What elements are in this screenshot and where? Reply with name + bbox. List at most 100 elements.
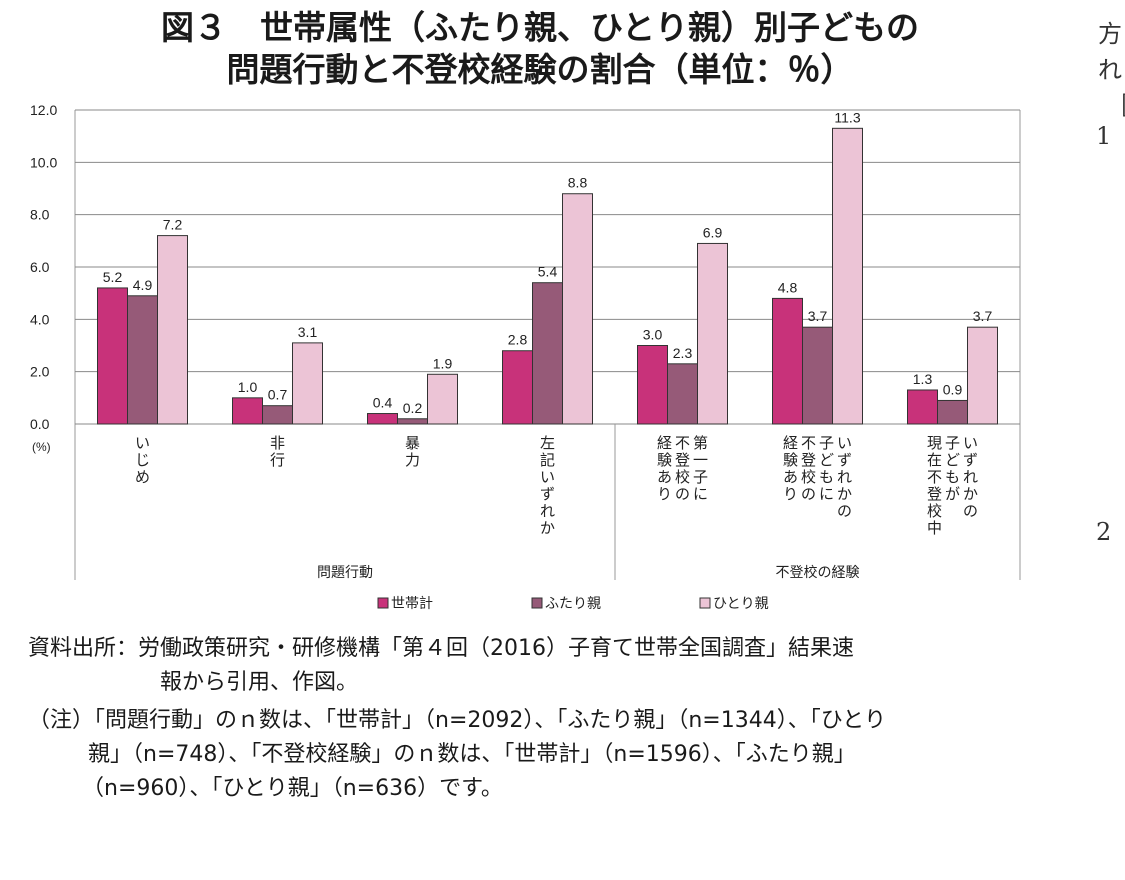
bar-世帯計 bbox=[772, 297, 803, 425]
data-label: 1.0 bbox=[238, 379, 258, 395]
category-label-char: も bbox=[945, 468, 960, 486]
margin-number-2: 2 bbox=[1096, 518, 1112, 546]
data-label: 5.4 bbox=[538, 264, 558, 280]
category-label-char: あ bbox=[657, 468, 672, 486]
category-label-char: か bbox=[540, 519, 555, 537]
category-label-char: ど bbox=[819, 451, 834, 469]
category-label-char: ず bbox=[963, 451, 978, 469]
bar-ひとり親 bbox=[157, 235, 188, 425]
bar-ふたり親 bbox=[127, 295, 158, 425]
y-axis-unit: (%) bbox=[32, 440, 51, 454]
data-label: 2.8 bbox=[508, 332, 528, 348]
data-label: 0.9 bbox=[943, 381, 963, 397]
margin-text-1: 方 bbox=[1098, 20, 1122, 48]
category-label-char: り bbox=[657, 485, 672, 503]
category-label-char: が bbox=[945, 485, 960, 503]
group-label: 不登校の経験 bbox=[776, 564, 860, 581]
category-label-char: 験 bbox=[657, 451, 672, 469]
category-label-char: 子 bbox=[693, 468, 708, 486]
category-label-char: 登 bbox=[801, 451, 816, 469]
y-tick-label: 6.0 bbox=[30, 259, 50, 275]
category-label-char: い bbox=[963, 434, 978, 452]
data-label: 1.3 bbox=[913, 371, 933, 387]
margin-text-3: ［ bbox=[1106, 86, 1125, 121]
category-label-char: れ bbox=[837, 468, 852, 486]
category-label-char: 校 bbox=[927, 502, 942, 520]
y-tick-label: 0.0 bbox=[30, 416, 50, 432]
data-label: 2.3 bbox=[673, 345, 693, 361]
data-label: 3.7 bbox=[973, 308, 993, 324]
category-label-char: 験 bbox=[783, 451, 798, 469]
category-label-char: か bbox=[837, 485, 852, 503]
category-label-char: 不 bbox=[675, 434, 690, 452]
category-label-char: の bbox=[837, 502, 852, 520]
bar-世帯計 bbox=[97, 287, 128, 425]
bar-ふたり親 bbox=[262, 405, 293, 425]
category-label-char: 校 bbox=[801, 468, 816, 486]
data-label: 0.2 bbox=[403, 400, 423, 416]
category-label-char: 不 bbox=[927, 468, 942, 486]
data-label: 3.0 bbox=[643, 327, 663, 343]
category-label-char: 行 bbox=[270, 451, 285, 469]
category-label-char: 暴 bbox=[405, 434, 420, 452]
bar-ふたり親 bbox=[937, 399, 968, 425]
data-label: 5.2 bbox=[103, 269, 123, 285]
source-line-1: 資料出所：労働政策研究・研修機構「第４回（2016）子育て世帯全国調査」結果速 bbox=[28, 636, 854, 661]
category-label-char: 校 bbox=[675, 468, 690, 486]
bar-世帯計 bbox=[907, 389, 938, 425]
bar-ひとり親 bbox=[697, 242, 728, 425]
category-label-char: め bbox=[135, 468, 150, 486]
data-label: 8.8 bbox=[568, 175, 588, 191]
category-label-char: の bbox=[963, 502, 978, 520]
bar-世帯計 bbox=[637, 345, 668, 425]
category-label-char: い bbox=[135, 434, 150, 452]
category-label-char: 登 bbox=[675, 451, 690, 469]
note-line-2: 親」（n=748）、「不登校経験」のｎ数は、「世帯計」（n=1596）、「ふたり… bbox=[88, 742, 856, 767]
category-label-char: 不 bbox=[801, 434, 816, 452]
category-label-char: 非 bbox=[270, 434, 285, 452]
category-label-char: じ bbox=[135, 451, 150, 469]
data-label: 4.9 bbox=[133, 277, 153, 293]
category-label-char: 経 bbox=[657, 434, 672, 452]
category-label-char: れ bbox=[963, 468, 978, 486]
data-label: 4.8 bbox=[778, 279, 798, 295]
data-label: 1.9 bbox=[433, 355, 453, 371]
category-label-char: 記 bbox=[540, 451, 555, 469]
category-label-char: ず bbox=[540, 485, 555, 503]
category-label-char: 現 bbox=[927, 434, 942, 452]
category-label-char: 左 bbox=[540, 434, 555, 452]
bar-ひとり親 bbox=[832, 127, 863, 425]
category-label-char: 登 bbox=[927, 485, 942, 503]
legend-label: ひとり親 bbox=[713, 596, 769, 612]
category-label-char: 子 bbox=[819, 434, 834, 452]
bar-ふたり親 bbox=[397, 418, 428, 425]
bar-ふたり親 bbox=[667, 363, 698, 425]
category-label-char: も bbox=[819, 468, 834, 486]
data-label: 0.7 bbox=[268, 387, 288, 403]
category-label-char: 子 bbox=[945, 434, 960, 452]
legend-label: 世帯計 bbox=[391, 596, 433, 612]
category-label-char: い bbox=[837, 434, 852, 452]
note-line-1: （注）「問題行動」のｎ数は、「世帯計」（n=2092）、「ふたり親」（n=134… bbox=[28, 708, 887, 733]
category-label-char: 一 bbox=[693, 451, 708, 469]
category-label-char: ど bbox=[945, 451, 960, 469]
legend-swatch bbox=[377, 597, 389, 609]
category-label-char: 経 bbox=[783, 434, 798, 452]
data-label: 3.1 bbox=[298, 324, 318, 340]
bar-ふたり親 bbox=[532, 282, 563, 425]
data-label: 11.3 bbox=[834, 109, 860, 125]
bar-世帯計 bbox=[232, 397, 263, 425]
category-label-char: ず bbox=[837, 451, 852, 469]
bar-ひとり親 bbox=[427, 373, 458, 425]
category-label-char: い bbox=[540, 468, 555, 486]
category-label-char: に bbox=[693, 485, 708, 503]
bar-ひとり親 bbox=[562, 193, 593, 425]
legend-swatch bbox=[699, 597, 711, 609]
category-label-char: 在 bbox=[927, 451, 942, 469]
y-tick-label: 8.0 bbox=[30, 207, 50, 223]
bar-ふたり親 bbox=[802, 326, 833, 425]
bar-ひとり親 bbox=[967, 326, 998, 425]
y-tick-label: 4.0 bbox=[30, 311, 50, 327]
category-label-char: に bbox=[819, 485, 834, 503]
category-label-char: り bbox=[783, 485, 798, 503]
